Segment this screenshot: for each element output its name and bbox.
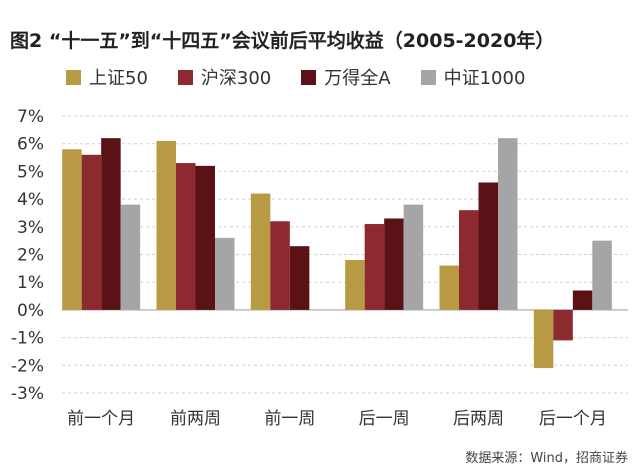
bar	[176, 163, 196, 310]
y-tick-label: -2%	[11, 356, 44, 376]
chart-title: 图2 “十一五”到“十四五”会议前后平均收益（2005-2020年）	[10, 30, 555, 52]
y-tick-label: -1%	[11, 329, 44, 349]
bar	[62, 149, 82, 310]
bar	[81, 154, 102, 310]
legend-item-wdqa: 万得全A	[301, 64, 391, 90]
bar	[156, 140, 176, 310]
y-tick-label: 4%	[17, 190, 44, 210]
legend-label-hs300: 沪深300	[200, 68, 272, 89]
y-tick-label: -3%	[11, 384, 44, 404]
y-tick-label: 5%	[17, 162, 44, 182]
bar	[459, 210, 479, 310]
legend-label-sz50: 上证50	[89, 68, 148, 89]
bar	[120, 204, 141, 310]
y-tick-label: 7%	[17, 107, 44, 127]
bar	[572, 290, 593, 310]
bar	[195, 165, 215, 310]
bar	[498, 138, 518, 310]
bar	[345, 260, 365, 310]
bar	[250, 193, 271, 310]
bar	[364, 224, 385, 310]
legend-swatch-sz50	[66, 69, 81, 85]
bar	[215, 237, 235, 310]
legend-swatch-wdqa	[301, 69, 317, 85]
bar	[553, 309, 573, 341]
legend-label-zz1000: 中证1000	[443, 68, 526, 89]
legend-item-zz1000: 中证1000	[420, 64, 526, 90]
x-category-label: 后两周	[453, 409, 504, 429]
source-note: 数据来源：Wind，招商证券	[465, 451, 628, 466]
legend: 上证50 沪深300 万得全A 中证1000	[66, 64, 525, 90]
bar	[478, 182, 498, 310]
y-tick-label: 2%	[17, 246, 44, 266]
y-tick-label: 3%	[17, 218, 44, 238]
x-category-label: 前一周	[264, 409, 315, 429]
bar	[384, 218, 404, 310]
bar	[270, 221, 290, 310]
y-tick-label: 0%	[17, 301, 44, 321]
x-category-label: 后一个月	[539, 409, 607, 429]
x-category-label: 后一周	[359, 409, 410, 429]
legend-swatch-hs300	[177, 69, 193, 85]
legend-item-sz50: 上证50	[66, 64, 148, 90]
legend-item-hs300: 沪深300	[177, 64, 272, 90]
bar	[289, 246, 310, 310]
x-category-label: 前两周	[170, 409, 221, 429]
bar	[439, 265, 459, 310]
bar	[101, 138, 121, 310]
legend-swatch-zz1000	[420, 69, 436, 85]
y-tick-label: 1%	[17, 273, 44, 293]
bar	[592, 240, 612, 310]
legend-label-wdqa: 万得全A	[324, 68, 391, 89]
x-category-label: 前一个月	[67, 409, 135, 429]
y-tick-label: 6%	[17, 135, 44, 155]
bar	[403, 204, 424, 310]
bar	[533, 309, 554, 369]
